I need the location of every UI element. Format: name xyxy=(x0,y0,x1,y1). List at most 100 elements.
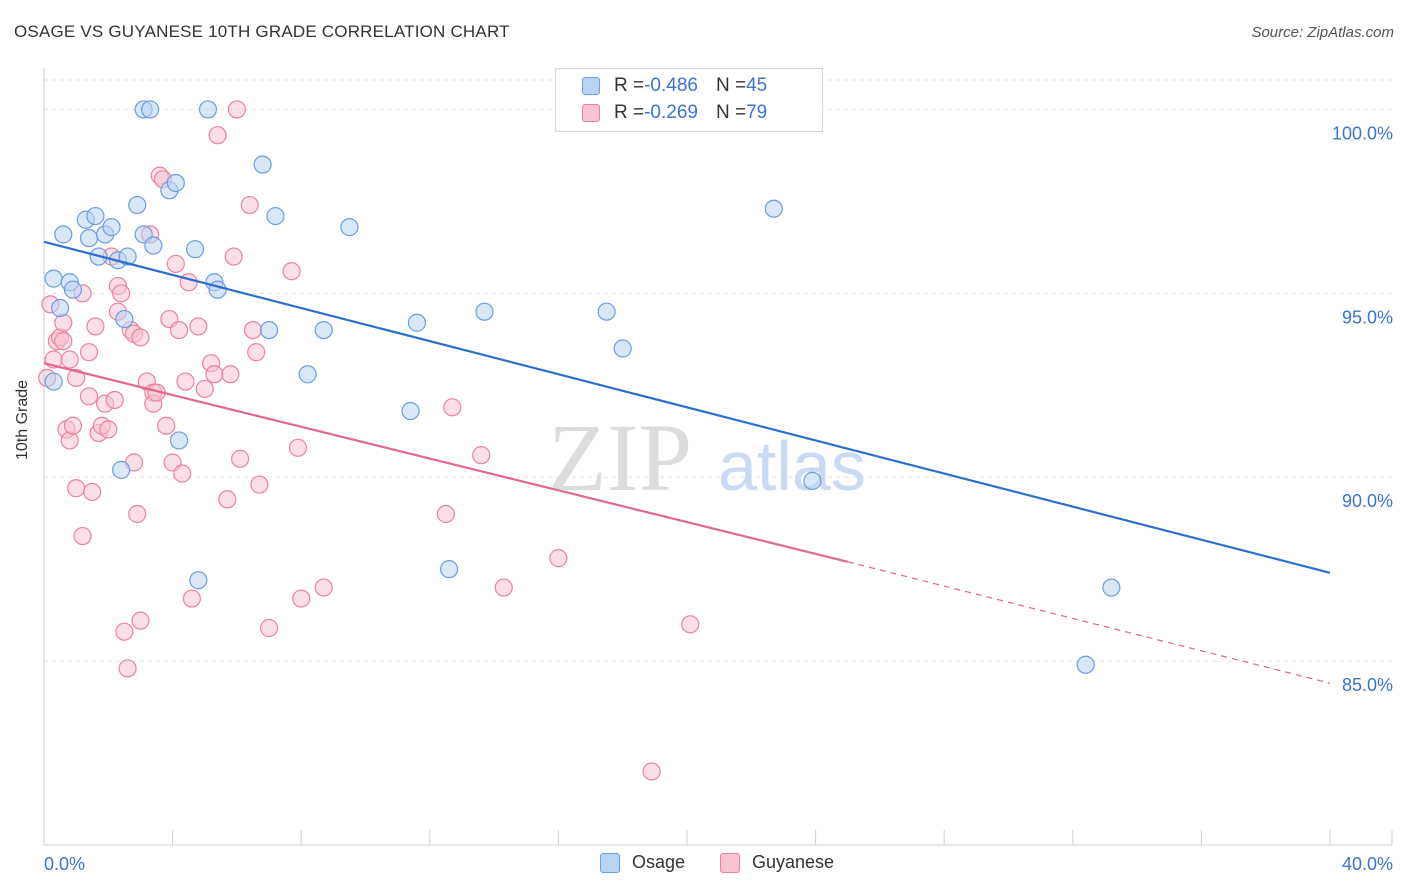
guyanese-point xyxy=(436,504,455,524)
guyanese-point xyxy=(243,320,263,340)
osage-point xyxy=(266,206,285,226)
guyanese-legend-label: Guyanese xyxy=(752,852,835,872)
guyanese-legend-swatch xyxy=(720,852,740,873)
osage-trendline xyxy=(43,240,1331,574)
y-tick-label: 90.0% xyxy=(1342,491,1393,511)
osage-point xyxy=(764,199,783,218)
y-tick-label: 100.0% xyxy=(1332,123,1393,143)
stats-legend: R = -0.486 N = 45 R = -0.269 N = 79 xyxy=(555,68,823,132)
guyanese-point xyxy=(105,390,124,410)
osage-point xyxy=(166,173,185,193)
osage-r-label: R = xyxy=(614,75,645,96)
osage-point xyxy=(1102,578,1121,597)
x-tick-label-max: 40.0% xyxy=(1342,854,1393,874)
osage-point xyxy=(340,218,359,237)
osage-point xyxy=(144,236,163,255)
osage-point xyxy=(475,302,494,321)
osage-point xyxy=(439,560,459,579)
osage-point xyxy=(79,229,99,248)
guyanese-point xyxy=(79,343,99,362)
legend-item-osage[interactable]: Osage xyxy=(600,852,685,873)
guyanese-point xyxy=(73,526,92,546)
series-legend: Osage Guyanese xyxy=(0,852,1406,878)
osage-point xyxy=(44,372,63,391)
osage-point xyxy=(54,225,73,244)
x-tick-label-min: 0.0% xyxy=(44,854,85,874)
guyanese-point xyxy=(205,365,224,384)
osage-r-value: -0.486 xyxy=(644,75,698,96)
guyanese-point xyxy=(176,372,195,391)
guyanese-n-value: 79 xyxy=(746,102,768,123)
guyanese-point xyxy=(86,317,105,336)
osage-legend-label: Osage xyxy=(632,852,686,872)
guyanese-point xyxy=(67,368,86,388)
osage-point xyxy=(50,298,70,318)
osage-point xyxy=(86,206,105,226)
osage-points xyxy=(44,100,1121,674)
osage-point xyxy=(298,365,317,384)
guyanese-point xyxy=(250,475,269,494)
osage-point xyxy=(198,100,218,119)
guyanese-point xyxy=(118,659,137,678)
osage-point xyxy=(803,471,822,490)
osage-point xyxy=(407,313,427,332)
guyanese-point xyxy=(443,398,462,417)
guyanese-point xyxy=(195,379,214,399)
guyanese-point xyxy=(231,449,250,468)
osage-point xyxy=(140,100,160,119)
osage-point xyxy=(613,339,632,358)
guyanese-point xyxy=(472,446,491,465)
osage-legend-swatch xyxy=(600,852,620,873)
guyanese-point xyxy=(166,254,185,273)
osage-point xyxy=(189,571,208,590)
legend-row-guyanese: R = -0.269 N = 79 xyxy=(582,101,767,125)
guyanese-point xyxy=(218,490,237,509)
guyanese-point xyxy=(259,618,279,638)
guyanese-point xyxy=(208,126,227,145)
osage-point xyxy=(259,320,279,340)
osage-point xyxy=(118,247,137,266)
osage-point xyxy=(597,302,616,321)
guyanese-point xyxy=(292,589,311,608)
trendlines xyxy=(43,240,1331,684)
guyanese-n-label: N = xyxy=(715,102,747,123)
guyanese-point xyxy=(67,479,86,498)
guyanese-point xyxy=(131,328,150,347)
guyanese-swatch xyxy=(582,104,600,122)
guyanese-point xyxy=(642,762,661,781)
osage-point xyxy=(102,218,121,237)
guyanese-point xyxy=(173,464,192,483)
axes xyxy=(43,68,1393,846)
guyanese-point xyxy=(221,365,240,384)
osage-point xyxy=(186,240,205,259)
guyanese-point xyxy=(128,504,147,524)
x-tick-labels: 0.0% 40.0% xyxy=(44,854,1393,874)
legend-row-osage: R = -0.486 N = 45 xyxy=(582,74,767,98)
osage-point xyxy=(169,431,189,450)
guyanese-point xyxy=(60,431,79,450)
guyanese-point xyxy=(157,416,176,435)
osage-point xyxy=(314,320,333,340)
guyanese-point xyxy=(169,320,189,340)
guyanese-point xyxy=(60,350,79,369)
osage-point xyxy=(128,195,147,215)
guyanese-point xyxy=(681,615,700,634)
guyanese-point xyxy=(182,589,201,608)
gridlines xyxy=(44,79,1392,662)
osage-n-value: 45 xyxy=(746,75,768,96)
osage-point xyxy=(115,309,134,329)
guyanese-point xyxy=(112,284,131,303)
osage-point xyxy=(1076,655,1095,674)
guyanese-point xyxy=(240,195,259,215)
osage-point xyxy=(44,269,63,288)
guyanese-point xyxy=(282,262,301,281)
guyanese-point xyxy=(63,416,83,435)
y-tick-labels: 85.0% 90.0% 95.0% 100.0% xyxy=(1332,123,1393,695)
osage-point xyxy=(112,460,131,479)
guyanese-point xyxy=(549,549,568,568)
guyanese-point xyxy=(224,247,243,266)
osage-n-label: N = xyxy=(715,75,747,96)
chart-title: OSAGE VS GUYANESE 10TH GRADE CORRELATION… xyxy=(14,22,510,41)
legend-item-guyanese[interactable]: Guyanese xyxy=(720,852,834,873)
guyanese-point xyxy=(314,578,333,597)
